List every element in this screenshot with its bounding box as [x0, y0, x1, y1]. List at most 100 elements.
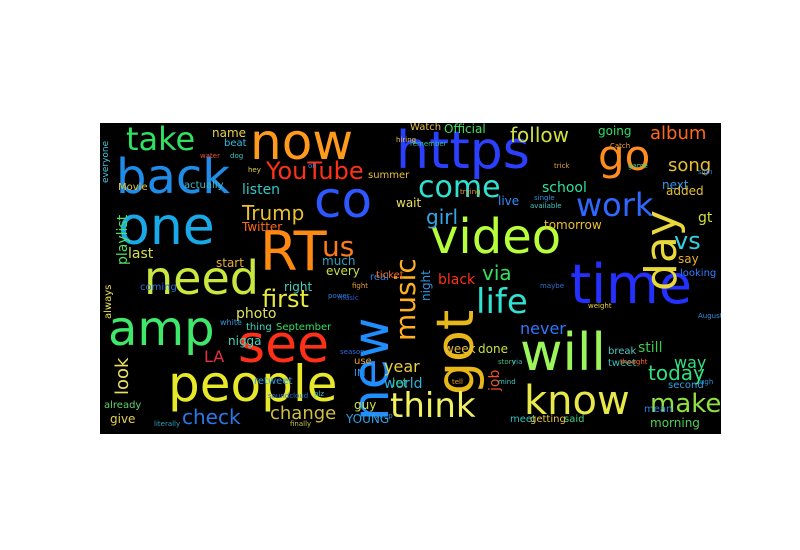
- cloud-word: listen: [242, 182, 281, 198]
- cloud-word: break: [608, 346, 637, 357]
- cloud-word: game: [628, 162, 648, 170]
- cloud-word: us: [322, 230, 355, 263]
- cloud-word: actually: [184, 180, 224, 191]
- cloud-word: live: [498, 194, 520, 208]
- cloud-word: night: [419, 270, 433, 301]
- cloud-word: dog: [230, 152, 244, 160]
- cloud-word: retweet: [254, 376, 293, 387]
- cloud-word: one: [118, 197, 215, 257]
- cloud-word: amp: [108, 301, 215, 357]
- cloud-word: white: [220, 318, 242, 327]
- cloud-word: looking: [680, 268, 717, 279]
- cloud-word: take: [126, 123, 196, 158]
- cloud-word: last: [128, 246, 154, 262]
- cloud-word: guy: [354, 398, 377, 412]
- cloud-word: back: [116, 149, 231, 205]
- cloud-word: soundcloud: [268, 392, 309, 400]
- cloud-word: single: [534, 194, 555, 202]
- cloud-word: look: [112, 357, 133, 395]
- cloud-word: give: [110, 412, 136, 426]
- cloud-word: September: [276, 322, 332, 333]
- cloud-word: right: [284, 280, 313, 294]
- cloud-word: year: [384, 357, 420, 376]
- cloud-word: say: [678, 252, 699, 266]
- cloud-word: morning: [650, 416, 700, 430]
- cloud-word: beat: [224, 138, 247, 149]
- cloud-word: work: [576, 186, 654, 224]
- cloud-word: hiring: [396, 136, 417, 144]
- cloud-word: added: [666, 184, 704, 198]
- cloud-word: gt: [698, 210, 713, 226]
- cloud-word: plz: [314, 390, 325, 398]
- cloud-word: Movie: [118, 182, 148, 193]
- cloud-word: black: [438, 272, 476, 288]
- cloud-word: trick: [554, 162, 570, 170]
- cloud-word: real: [370, 272, 389, 283]
- cloud-word: change: [270, 403, 337, 424]
- cloud-word: summer: [368, 170, 410, 181]
- cloud-word: much: [322, 254, 356, 268]
- cloud-word: playlist: [115, 214, 131, 265]
- cloud-word: remember: [410, 140, 447, 148]
- cloud-word: check: [182, 405, 241, 429]
- cloud-word: thought: [620, 358, 648, 366]
- cloud-word: music: [338, 294, 359, 302]
- cloud-word: water: [200, 152, 220, 160]
- cloud-word: Watch: [410, 123, 442, 133]
- cloud-word: let: [392, 376, 408, 390]
- cloud-word: done: [478, 342, 508, 356]
- cloud-word: power: [328, 292, 350, 300]
- cloud-word: come: [418, 170, 501, 205]
- cloud-word: song: [668, 155, 712, 176]
- cloud-word: girl: [426, 205, 459, 229]
- cloud-word: said: [564, 414, 585, 425]
- cloud-word: think: [390, 386, 476, 426]
- cloud-word: life: [476, 282, 528, 322]
- cloud-word: YOUNG: [346, 412, 390, 426]
- cloud-word: ticket: [376, 270, 404, 281]
- cloud-word: go: [598, 131, 651, 180]
- cloud-word: Official: [444, 123, 486, 136]
- cloud-word: everyone: [101, 140, 111, 183]
- cloud-word: never: [520, 319, 566, 338]
- cloud-word: world: [384, 376, 423, 392]
- cloud-word: video: [430, 209, 562, 265]
- cloud-word: tweet: [608, 358, 637, 369]
- cloud-word: now: [250, 123, 354, 171]
- cloud-word: ugh: [700, 378, 714, 386]
- cloud-word: available: [530, 202, 562, 210]
- cloud-word: already: [104, 400, 142, 411]
- cloud-word: https: [396, 123, 530, 181]
- cloud-word: vs: [674, 227, 701, 255]
- cloud-word: story: [498, 358, 516, 366]
- cloud-word: meet: [510, 414, 536, 425]
- cloud-word: Catch: [610, 142, 631, 150]
- cloud-word: school: [542, 180, 587, 196]
- cloud-word: next: [662, 178, 689, 192]
- word-cloud: https video time will see new now back a…: [100, 123, 721, 434]
- cloud-word: trying: [460, 188, 481, 196]
- cloud-word: make: [650, 389, 721, 419]
- cloud-word: literally: [154, 420, 181, 428]
- cloud-word: YouTube: [266, 157, 364, 185]
- cloud-word: going: [598, 124, 632, 138]
- cloud-word: always: [103, 284, 114, 319]
- cloud-word: fight: [352, 282, 369, 290]
- cloud-word: hey: [248, 166, 261, 174]
- cloud-word: nigga: [228, 334, 262, 348]
- cloud-word: finally: [290, 420, 312, 428]
- cloud-word: need: [144, 251, 259, 305]
- cloud-word: weight: [588, 302, 612, 310]
- cloud-word: sleep: [374, 412, 393, 420]
- cloud-word: Trump: [242, 201, 305, 225]
- cloud-word: coming: [140, 282, 177, 293]
- cloud-word: IM: [354, 368, 366, 379]
- cloud-word: tomorrow: [544, 218, 602, 232]
- cloud-word: use: [354, 356, 372, 367]
- cloud-word: today: [648, 361, 705, 385]
- cloud-word: people: [168, 355, 338, 413]
- cloud-word: Twitter: [242, 220, 283, 234]
- cloud-word: getting: [530, 414, 566, 425]
- cloud-word: oh: [308, 162, 317, 170]
- cloud-word: name: [212, 126, 247, 140]
